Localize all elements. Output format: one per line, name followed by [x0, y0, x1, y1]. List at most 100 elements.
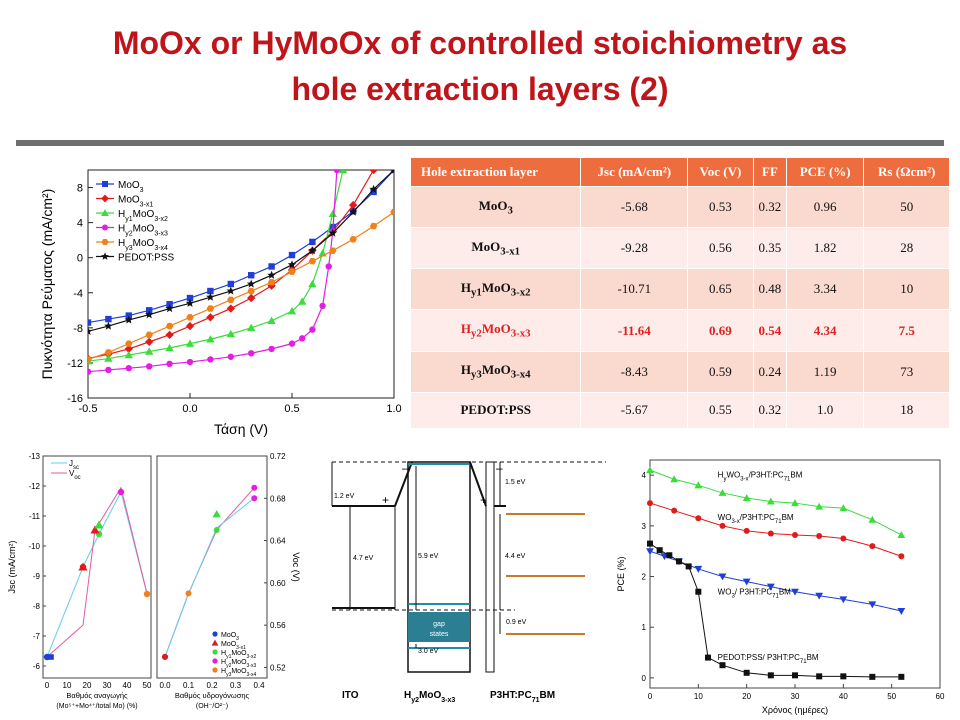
minus-sign-right: – — [496, 461, 503, 475]
jv-data-point — [349, 236, 357, 243]
jv-ytick-label: 4 — [77, 218, 83, 230]
jv-data-point — [267, 270, 276, 279]
results-table: Hole extraction layer Jsc (mA/cm²) Voc (V)… — [409, 157, 950, 430]
hydro-voc-line — [164, 487, 255, 658]
legend-marker — [101, 239, 109, 245]
jv-ytick-label: -8 — [73, 323, 83, 335]
table-cell: 0.35 — [752, 227, 787, 270]
jv-data-point — [329, 247, 337, 254]
jv-data-point — [267, 281, 276, 290]
table-cell: 1.0 — [785, 391, 865, 430]
legend-marker — [211, 639, 219, 646]
energy-label-1-2: 1.2 eV — [334, 493, 355, 500]
jv-ytick-label: -4 — [73, 288, 83, 300]
voc-ytick-label: 0.68 — [270, 494, 286, 503]
voc-point — [94, 520, 104, 529]
jv-data-point — [124, 350, 133, 359]
legend-marker — [212, 658, 218, 664]
jv-data-point — [104, 349, 113, 356]
jv-data-point — [145, 337, 154, 347]
hydrogenation-plot-frame — [156, 455, 268, 679]
reduction-xtick-label: 50 — [143, 681, 152, 690]
jv-data-point — [325, 263, 332, 270]
jv-data-point — [226, 304, 235, 313]
legend-label: Hy2MoO3-x3 — [221, 659, 256, 669]
table-cell: 0.32 — [752, 185, 787, 229]
jv-data-point — [165, 330, 174, 340]
pce-xlabel: Χρόνος (ημέρες) — [762, 705, 828, 715]
jv-data-point — [349, 200, 358, 210]
pce-xtick-label: 40 — [839, 692, 848, 701]
jv-data-point — [369, 184, 378, 193]
table-row: MoO3-x1 -9.28 0.56 0.35 1.82 28 — [409, 227, 950, 270]
table-cell: 0.54 — [752, 309, 787, 352]
pce-data-point — [666, 552, 673, 559]
table-header-cell: Hole extraction layer — [409, 157, 582, 187]
pce-ytick-label: 3 — [642, 522, 647, 531]
legend-marker — [212, 667, 218, 673]
hydro-point — [162, 653, 168, 660]
pce-data-point — [839, 504, 848, 512]
legend-label: MoO3 — [221, 632, 239, 642]
pce-data-point — [718, 573, 727, 581]
legend-marker — [101, 209, 109, 216]
pce-data-point — [705, 654, 711, 661]
pce-data-point — [671, 507, 678, 514]
energy-label-1-5: 1.5 eV — [505, 479, 526, 486]
table-layer-cell: Hy3MoO3-x4 — [409, 350, 582, 393]
jv-data-point — [248, 350, 255, 357]
jv-data-point — [308, 279, 317, 288]
jv-data-point — [308, 246, 317, 255]
pce-data-point — [695, 588, 702, 595]
hydro-point — [212, 509, 221, 518]
table-cell: 0.24 — [752, 350, 787, 393]
jv-data-point — [227, 353, 234, 360]
table-header-row: Hole extraction layer Jsc (mA/cm²) Voc (V)… — [409, 157, 950, 187]
jv-data-point — [309, 238, 316, 246]
jv-data-point — [268, 345, 275, 353]
legend-marker — [102, 181, 108, 187]
jv-data-point — [144, 310, 154, 319]
pce-data-point — [719, 662, 726, 669]
slide-title: MoOx or HyMoOx of controlled stoichiomet… — [0, 20, 960, 112]
table-cell: 73 — [863, 350, 950, 393]
pce-data-point — [898, 553, 905, 560]
jv-data-point — [124, 315, 134, 324]
pce-xtick-label: 20 — [742, 692, 751, 701]
hydro-xtick-label: 0.2 — [206, 681, 218, 690]
table-body: MoO3 -5.68 0.53 0.32 0.96 50 MoO3-x1 -9.28 0.56 0… — [409, 185, 950, 430]
jsc-ytick-label: -10 — [28, 542, 40, 551]
table-cell: -5.68 — [580, 185, 689, 229]
pce-data-point — [869, 673, 876, 680]
jv-data-point — [288, 268, 296, 275]
jv-plot-frame — [87, 169, 395, 399]
jv-data-point — [369, 170, 378, 175]
jv-data-point — [287, 307, 297, 315]
pce-series-label: WO3-x/P3HT:PC71BM — [718, 513, 794, 525]
legend-label: Hy2MoO3-x3 — [118, 224, 168, 238]
jsc-ylabel: Jsc (mA/cm²) — [7, 541, 17, 594]
table-header-cell: PCE (%) — [785, 157, 865, 187]
voc-ytick-label: 0.72 — [270, 452, 286, 461]
jv-data-point — [206, 305, 215, 312]
jv-data-point — [247, 323, 256, 332]
jv-data-point — [248, 272, 255, 279]
pce-ytick-label: 1 — [642, 623, 647, 632]
table-layer-cell: Hy2MoO3-x3 — [409, 309, 582, 352]
pce-data-point — [868, 515, 877, 523]
energy-diagram-body: 1.2 eV 4.7 eV 5.9 eV 3.0 eV gap states – +1.5 e… — [331, 461, 606, 673]
pce-data-point — [839, 596, 848, 604]
pce-data-point — [767, 530, 774, 537]
pce-data-point — [656, 547, 663, 554]
jv-legend: MoO3MoO3-x1Hy1MoO3-x2Hy2MoO3-x3Hy3MoO3-x… — [96, 180, 174, 264]
jsc-ytick-label: -11 — [29, 512, 41, 521]
jv-data-point — [328, 228, 338, 237]
htl-layer — [407, 461, 471, 673]
pce-data-point — [766, 497, 775, 505]
pce-data-point — [791, 499, 799, 507]
hydro-xtick-label: 0.0 — [159, 681, 171, 690]
jv-data-point — [104, 321, 113, 330]
table-cell: 0.65 — [687, 268, 754, 311]
table-header-cell: Voc (V) — [687, 157, 754, 187]
